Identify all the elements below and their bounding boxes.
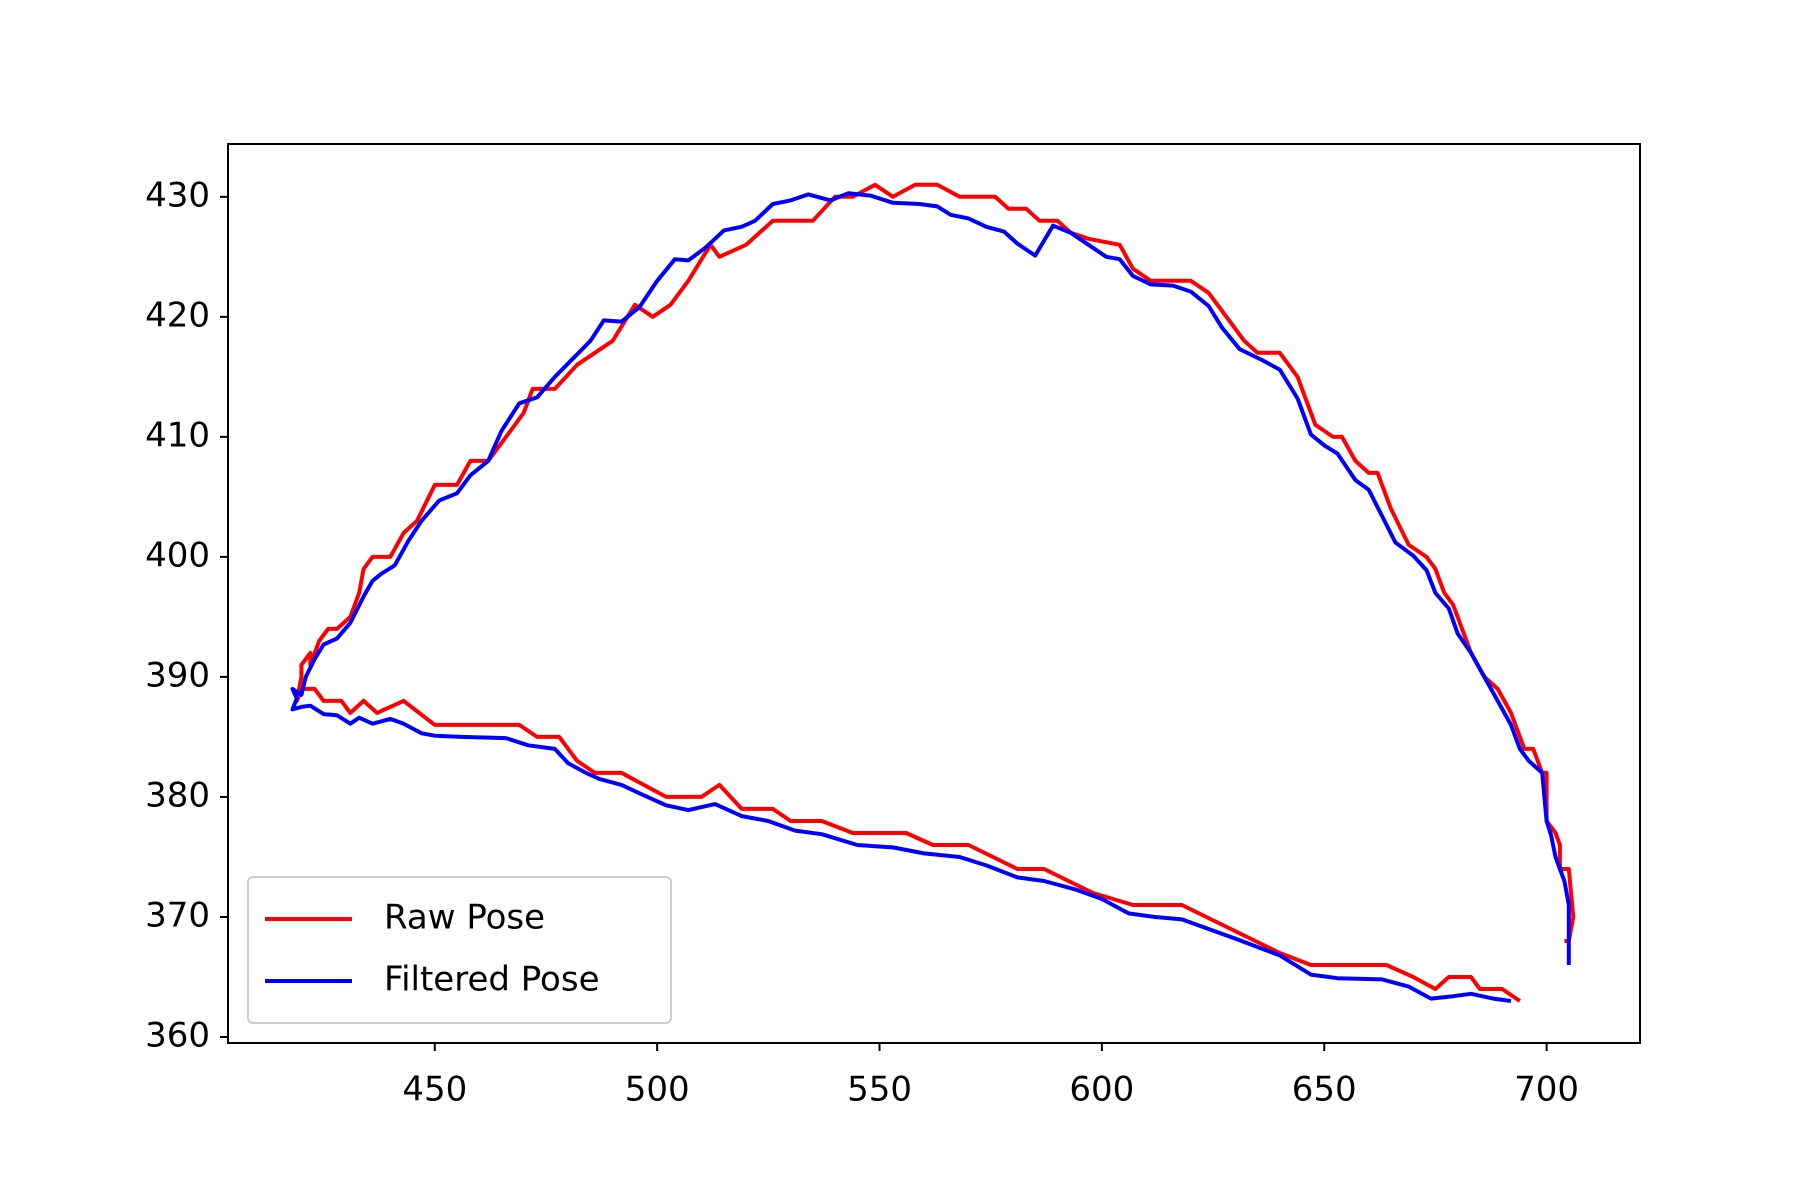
x-tick-label: 500: [625, 1070, 690, 1110]
x-tick-label: 700: [1514, 1070, 1579, 1110]
plot-frame: [227, 143, 1641, 1044]
line: [290, 191, 1571, 1003]
line: [294, 182, 1576, 1003]
y-tick-label: 430: [145, 175, 210, 215]
x-tick-label: 650: [1292, 1070, 1357, 1110]
y-tick-label: 360: [145, 1015, 210, 1055]
y-tick-label: 380: [145, 775, 210, 815]
legend-box: [247, 876, 672, 1024]
y-tick-label: 390: [145, 655, 210, 695]
x-tick-label: 450: [402, 1070, 467, 1110]
legend-label: Filtered Pose: [384, 960, 600, 1000]
y-tick-label: 400: [145, 535, 210, 575]
y-tick-label: 370: [145, 895, 210, 935]
y-tick-label: 420: [145, 295, 210, 335]
y-tick-label: 410: [145, 415, 210, 455]
x-tick-label: 600: [1069, 1070, 1134, 1110]
legend-label: Raw Pose: [384, 898, 545, 938]
x-tick-label: 550: [847, 1070, 912, 1110]
